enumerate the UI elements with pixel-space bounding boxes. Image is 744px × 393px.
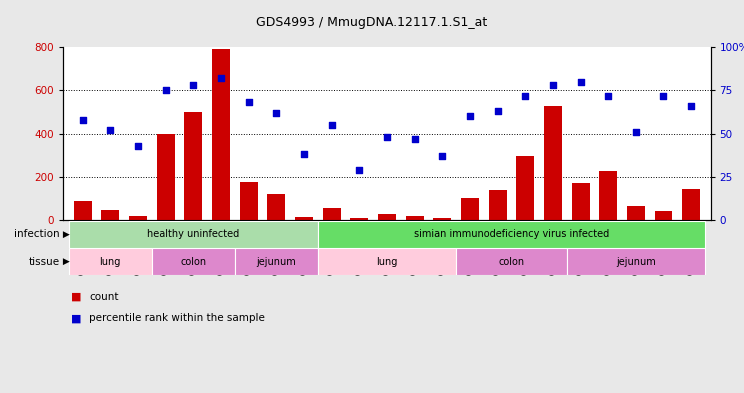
Bar <box>350 218 368 220</box>
Bar <box>212 49 230 220</box>
Bar <box>318 248 456 275</box>
Bar <box>295 217 313 220</box>
Text: infection: infection <box>14 229 60 239</box>
Point <box>464 113 476 119</box>
Text: jejunum: jejunum <box>616 257 655 267</box>
Bar <box>461 198 479 220</box>
Point <box>519 92 531 99</box>
Point <box>104 127 116 133</box>
Bar <box>185 112 202 220</box>
Text: ▶: ▶ <box>60 257 70 266</box>
Bar <box>405 216 423 220</box>
Text: percentile rank within the sample: percentile rank within the sample <box>89 313 265 323</box>
Point <box>574 79 586 85</box>
Point <box>436 153 448 159</box>
Point <box>215 75 227 81</box>
Point <box>602 92 614 99</box>
Bar <box>544 105 562 220</box>
Text: colon: colon <box>180 257 206 267</box>
Bar <box>323 208 341 220</box>
Point <box>270 110 282 116</box>
Text: simian immunodeficiency virus infected: simian immunodeficiency virus infected <box>414 229 609 239</box>
Bar <box>68 248 152 275</box>
Bar <box>318 221 705 248</box>
Text: GDS4993 / MmugDNA.12117.1.S1_at: GDS4993 / MmugDNA.12117.1.S1_at <box>257 16 487 29</box>
Text: ■: ■ <box>71 313 81 323</box>
Bar <box>74 200 92 220</box>
Point <box>408 136 420 142</box>
Text: colon: colon <box>498 257 525 267</box>
Point <box>381 134 393 140</box>
Bar <box>599 171 618 220</box>
Bar <box>456 248 567 275</box>
Point <box>492 108 504 114</box>
Text: count: count <box>89 292 119 302</box>
Point <box>187 82 199 88</box>
Text: healthy uninfected: healthy uninfected <box>147 229 240 239</box>
Bar <box>627 206 645 220</box>
Bar <box>682 189 700 220</box>
Text: ▶: ▶ <box>60 230 70 239</box>
Point <box>132 143 144 149</box>
Bar <box>152 248 235 275</box>
Text: lung: lung <box>100 257 121 267</box>
Bar <box>378 214 396 220</box>
Point <box>658 92 670 99</box>
Point <box>243 99 254 106</box>
Bar <box>267 194 285 220</box>
Point <box>630 129 642 135</box>
Point <box>77 117 89 123</box>
Bar <box>101 210 119 220</box>
Point <box>353 167 365 173</box>
Point <box>298 151 310 158</box>
Bar <box>129 216 147 220</box>
Point <box>326 122 338 128</box>
Bar <box>655 211 673 220</box>
Point <box>685 103 697 109</box>
Point <box>160 87 172 94</box>
Bar <box>571 183 589 220</box>
Text: lung: lung <box>376 257 397 267</box>
Text: jejunum: jejunum <box>257 257 296 267</box>
Bar <box>156 134 175 220</box>
Bar <box>433 218 451 220</box>
Bar <box>235 248 318 275</box>
Bar <box>68 221 318 248</box>
Bar <box>240 182 257 220</box>
Bar <box>516 156 534 220</box>
Point <box>547 82 559 88</box>
Bar <box>489 190 507 220</box>
Text: tissue: tissue <box>28 257 60 267</box>
Bar <box>567 248 705 275</box>
Text: ■: ■ <box>71 292 81 302</box>
